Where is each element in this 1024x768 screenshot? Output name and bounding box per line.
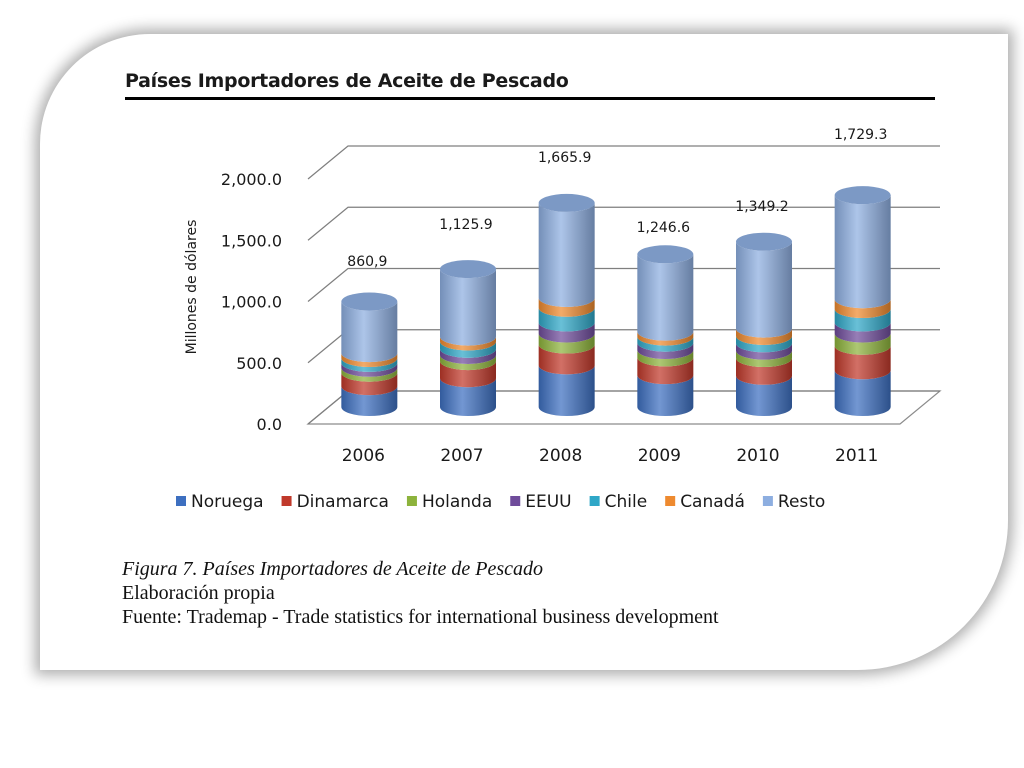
- bar-segment-2010-resto: [736, 241, 792, 338]
- bar-segment-2007-dinamarca: [440, 361, 496, 388]
- gridline: [307, 145, 940, 180]
- bar-top-cap: [538, 193, 595, 212]
- bar-segment-2008-noruega: [538, 365, 595, 416]
- chart-svg: 0.0 500.0 1,000.0 1,500.0 2,000.0 Millones de…: [176, 127, 942, 512]
- legend-entry: Canadá: [665, 492, 745, 512]
- x-tick-label: 2008: [539, 446, 582, 466]
- bar-segment-2010-dinamarca: [736, 358, 792, 385]
- legend-swatch: [510, 496, 521, 506]
- legend-label: Canadá: [680, 492, 745, 512]
- bar-segment-2008-holanda: [538, 333, 595, 354]
- bar-segment-2011-noruega: [834, 370, 891, 417]
- bar-total-label: 1,729.3: [834, 127, 887, 143]
- gridline: [307, 206, 940, 241]
- y-axis-label: Millones de dólares: [184, 220, 200, 355]
- legend-entry: Chile: [589, 492, 648, 512]
- bar-total-label: 1,349.2: [735, 199, 788, 215]
- caption-figure-line: Figura 7. Países Importadores de Aceite …: [122, 558, 544, 580]
- bar-segment-2008-canadá: [538, 297, 595, 317]
- bar-segment-2007-resto: [440, 269, 496, 346]
- bar-segment-2010-noruega: [736, 375, 792, 416]
- x-tick-label: 2007: [440, 446, 483, 466]
- bar-segment-2009-dinamarca: [637, 357, 694, 385]
- bar-segment-2011-chile: [834, 309, 891, 332]
- figure-caption: Figura 7. Países Importadores de Aceite …: [122, 557, 719, 629]
- bar-segment-2006-eeuu: [341, 362, 398, 377]
- bar-segment-2008-resto: [538, 202, 595, 307]
- bar-segment-2011-eeuu: [834, 322, 891, 343]
- legend-entry: Resto: [762, 492, 825, 512]
- legend-label: Noruega: [191, 492, 264, 512]
- bar-segment-2009-noruega: [637, 375, 694, 417]
- bar-segment-2006-resto: [341, 301, 398, 363]
- bar-total-label: 860,9: [347, 254, 387, 270]
- legend-swatch: [281, 496, 292, 506]
- caption-source-line: Fuente: Trademap - Trade statistics for …: [122, 606, 719, 628]
- legend-entry: Holanda: [406, 492, 492, 512]
- y-tick-label: 500.0: [236, 354, 282, 373]
- bar-segment-2007-chile: [440, 341, 496, 358]
- bar-total-label: 1,125.9: [439, 217, 492, 233]
- bar-segment-2008-dinamarca: [538, 344, 595, 375]
- bar-segment-2008-eeuu: [538, 322, 595, 343]
- bar-segment-2009-holanda: [637, 350, 694, 367]
- legend-swatch: [406, 496, 417, 506]
- bar-segment-2009-canadá: [637, 331, 694, 346]
- legend-swatch: [589, 496, 600, 506]
- bar-total-label: 1,246.6: [637, 220, 691, 236]
- legend-label: Chile: [605, 492, 648, 512]
- legend-label: Dinamarca: [297, 492, 389, 512]
- chart-title: Países Importadores de Aceite de Pescado: [125, 70, 569, 92]
- bar-top-cap: [637, 245, 694, 264]
- bar-top-cap: [834, 186, 891, 205]
- y-tick-label: 1,500.0: [221, 231, 282, 250]
- bar-segment-2009-chile: [637, 336, 694, 352]
- bar-segment-2007-eeuu: [440, 348, 496, 364]
- legend-entry: Dinamarca: [281, 492, 389, 512]
- bar-segment-2011-canadá: [834, 299, 891, 318]
- bar-segment-2010-holanda: [736, 350, 792, 367]
- bar-segment-2009-resto: [637, 254, 694, 341]
- legend-swatch: [762, 496, 773, 506]
- caption-authorship-line: Elaboración propia: [122, 582, 275, 604]
- legend-entry: Noruega: [176, 492, 264, 512]
- bar-segment-2009-eeuu: [637, 342, 694, 360]
- bar-top-cap: [440, 260, 496, 279]
- bar-segment-2007-holanda: [440, 354, 496, 371]
- bar-segment-2007-canadá: [440, 336, 496, 351]
- bar-segment-2011-dinamarca: [834, 345, 891, 380]
- bar-segment-2007-noruega: [440, 378, 496, 416]
- y-tick-label: 2,000.0: [221, 170, 282, 189]
- x-tick-label: 2006: [342, 446, 385, 466]
- legend-swatch: [176, 496, 186, 506]
- bar-segment-2006-dinamarca: [341, 372, 398, 396]
- bar-segment-2010-eeuu: [736, 343, 792, 360]
- bar-top-cap: [736, 232, 792, 251]
- bar-segment-2006-canadá: [341, 353, 398, 367]
- x-tick-label: 2011: [835, 446, 878, 466]
- bar-segment-2011-resto: [834, 195, 891, 309]
- legend-label: EEUU: [525, 492, 571, 512]
- bar-segment-2006-holanda: [341, 367, 398, 382]
- figure-card: Países Importadores de Aceite de Pescado…: [40, 34, 1008, 670]
- bar-segment-2008-chile: [538, 307, 595, 332]
- bar-segment-2006-noruega: [341, 386, 398, 417]
- x-tick-label: 2010: [736, 446, 779, 466]
- bar-total-label: 1,665.9: [538, 150, 591, 166]
- bar-segment-2010-canadá: [736, 328, 792, 345]
- legend-label: Holanda: [422, 492, 492, 512]
- legend-swatch: [665, 496, 676, 506]
- bar-segment-2010-chile: [736, 335, 792, 353]
- title-rule: [125, 97, 935, 100]
- legend-label: Resto: [778, 492, 825, 512]
- x-tick-label: 2009: [638, 446, 681, 466]
- legend-entry: EEUU: [510, 492, 572, 512]
- bar-segment-2006-chile: [341, 358, 398, 372]
- y-tick-label: 1,000.0: [221, 293, 282, 312]
- bar-segment-2011-holanda: [834, 333, 891, 355]
- bar-top-cap: [341, 292, 398, 311]
- y-tick-label: 0.0: [257, 415, 282, 434]
